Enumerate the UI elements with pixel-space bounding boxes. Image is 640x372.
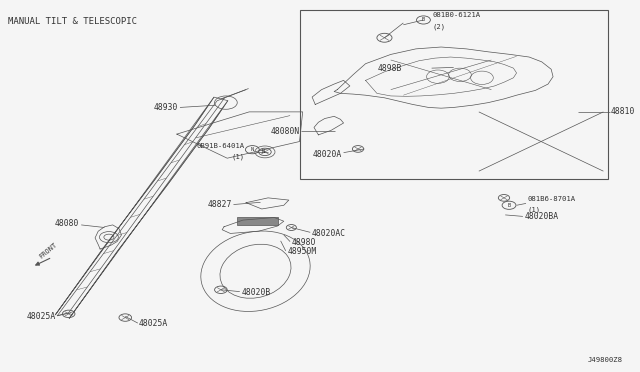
Text: 48020B: 48020B: [242, 288, 271, 297]
Text: 48025A: 48025A: [26, 312, 56, 321]
Text: N: N: [262, 150, 266, 154]
Text: 48080: 48080: [55, 219, 79, 228]
Text: 48020A: 48020A: [313, 150, 342, 159]
Text: 48810: 48810: [611, 108, 636, 116]
Text: FRONT: FRONT: [38, 241, 59, 259]
Text: 48025A: 48025A: [139, 320, 168, 328]
Bar: [237, 217, 278, 225]
Text: B: B: [422, 17, 425, 22]
Text: 4898B: 4898B: [378, 64, 402, 73]
Text: (1): (1): [232, 153, 244, 160]
Text: 081B6-8701A: 081B6-8701A: [528, 196, 576, 202]
Bar: [300, 10, 608, 179]
Text: 48827: 48827: [208, 200, 232, 209]
Text: MANUAL TILT & TELESCOPIC: MANUAL TILT & TELESCOPIC: [8, 17, 137, 26]
Text: 48950M: 48950M: [287, 247, 317, 256]
Text: 48080N: 48080N: [270, 126, 300, 136]
Text: J49800Z8: J49800Z8: [588, 357, 622, 363]
Text: N: N: [251, 147, 254, 152]
Text: 081B0-6121A: 081B0-6121A: [432, 13, 481, 19]
Text: 48930: 48930: [154, 103, 178, 112]
Text: (1): (1): [528, 206, 541, 213]
Text: 0B91B-6401A: 0B91B-6401A: [196, 143, 244, 149]
Text: 48020BA: 48020BA: [525, 212, 559, 221]
Text: 4898O: 4898O: [292, 238, 316, 247]
Text: B: B: [508, 203, 511, 208]
Text: (2): (2): [432, 24, 445, 30]
Text: 48020AC: 48020AC: [312, 229, 346, 238]
